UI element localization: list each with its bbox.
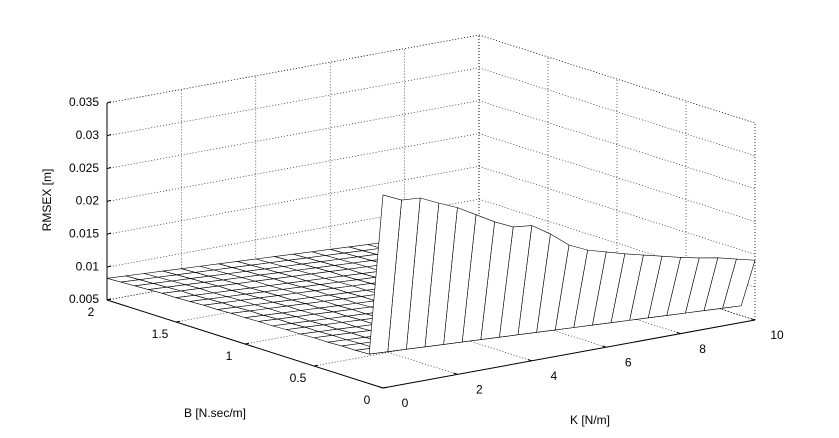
z-tick-label: 0.025 [69, 161, 99, 175]
z-tick-label: 0.03 [76, 128, 100, 142]
z-tick [106, 199, 112, 202]
x-axis-label: K [N/m] [570, 413, 610, 427]
y-tick-label: 0 [364, 393, 371, 407]
x-tick [527, 359, 532, 362]
grid-line [478, 100, 756, 189]
y-tick [313, 364, 319, 367]
y-tick-label: 2 [88, 305, 95, 319]
y-axis-label: B [N.sec/m] [184, 406, 246, 420]
x-tick-label: 6 [625, 355, 632, 369]
y-tick-label: 1.5 [152, 327, 169, 341]
y-tick [244, 342, 250, 345]
x-tick-label: 8 [699, 342, 706, 356]
surface-patch [368, 194, 402, 355]
grid-line [106, 166, 480, 235]
grid-line [478, 34, 756, 124]
z-tick-label: 0.035 [69, 95, 99, 109]
y-tick-label: 0.5 [290, 371, 307, 385]
z-tick-label: 0.005 [69, 292, 99, 306]
x-tick [378, 386, 384, 389]
grid-line [106, 100, 480, 169]
z-tick [106, 166, 112, 170]
x-axis [382, 319, 756, 389]
grid-line [478, 67, 756, 157]
grid-line [478, 133, 756, 222]
z-tick-label: 0.02 [76, 194, 100, 208]
grid-line [478, 198, 756, 288]
grid-line [106, 34, 480, 104]
z-tick-label: 0.01 [76, 259, 100, 273]
y-tick [382, 386, 388, 389]
z-axis-label: RMSEX [m] [40, 169, 54, 232]
z-tick [106, 265, 112, 268]
x-tick [453, 372, 458, 375]
z-tick [106, 298, 112, 301]
grid-line [478, 166, 756, 255]
y-tick [175, 320, 181, 323]
x-tick-label: 10 [770, 328, 784, 342]
y-tick-label: 1 [226, 349, 233, 363]
grid-line [106, 133, 480, 202]
grid-line [106, 67, 480, 137]
z-tick [106, 134, 112, 137]
x-tick-label: 4 [550, 369, 557, 383]
z-tick [106, 101, 112, 104]
x-tick-label: 0 [402, 396, 409, 410]
x-tick-label: 2 [476, 383, 483, 397]
x-tick [750, 318, 756, 321]
z-tick [106, 232, 112, 235]
z-tick-label: 0.015 [69, 227, 99, 241]
x-tick [676, 331, 681, 335]
x-tick [602, 345, 607, 348]
